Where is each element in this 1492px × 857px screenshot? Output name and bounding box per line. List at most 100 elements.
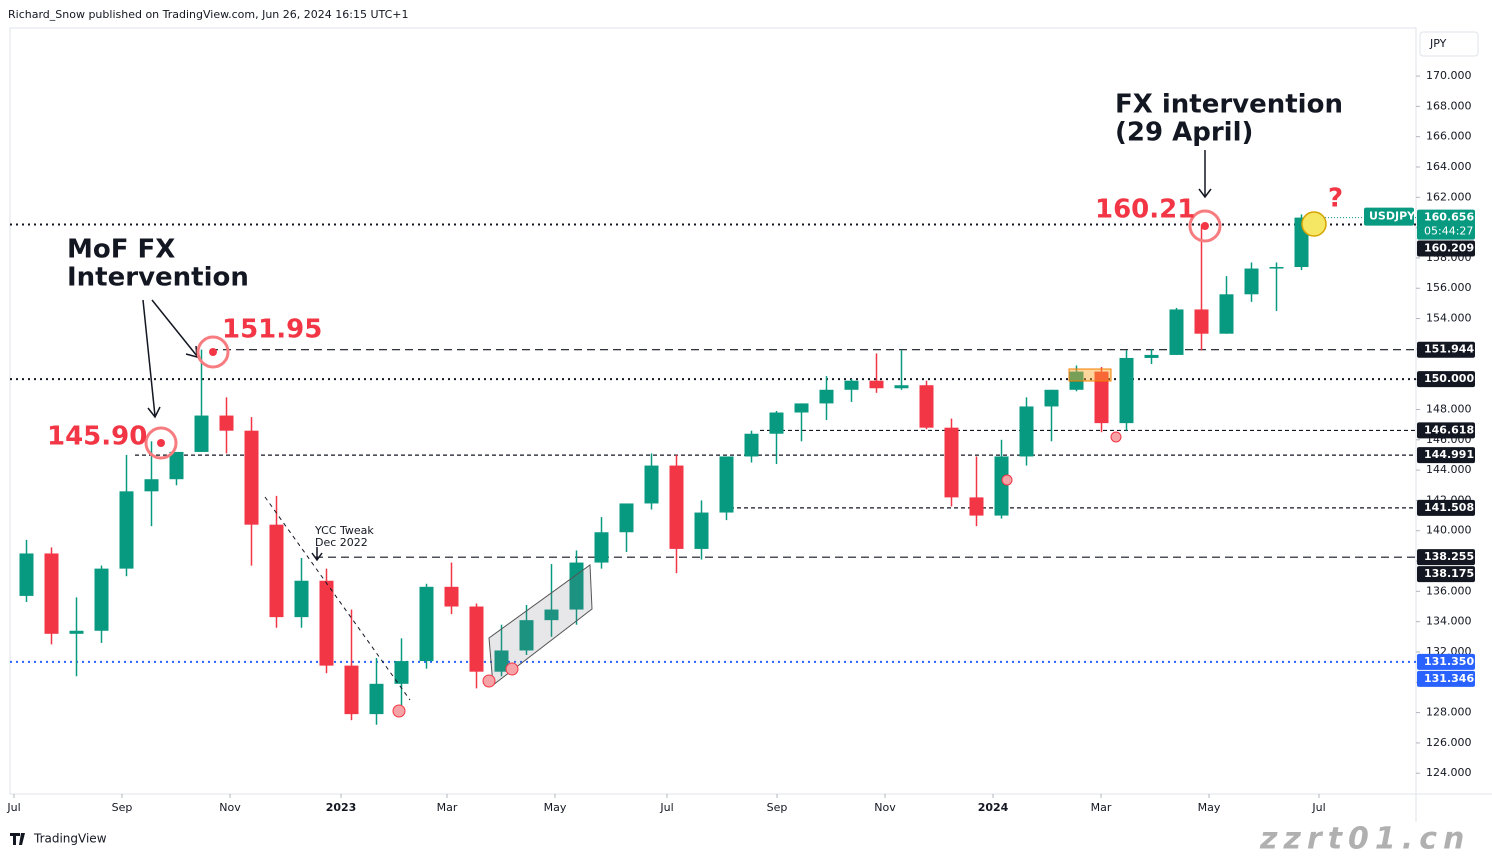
price-badge bbox=[1417, 209, 1475, 240]
arrow-head bbox=[185, 345, 198, 359]
range-box bbox=[1068, 368, 1112, 382]
candle-body bbox=[1194, 309, 1209, 334]
trend-line bbox=[264, 496, 411, 701]
x-tick-label: Jul bbox=[6, 801, 20, 814]
arrow-head bbox=[1198, 188, 1212, 199]
footer-brand: TradingView bbox=[33, 832, 107, 846]
y-tick-label: 140.000 bbox=[1426, 524, 1472, 537]
candle-body bbox=[269, 524, 284, 618]
candle-body bbox=[244, 430, 259, 525]
candle-body bbox=[94, 568, 109, 631]
candle-body bbox=[44, 553, 59, 634]
annotation: MoF FX bbox=[67, 235, 175, 265]
arrow-head bbox=[311, 552, 323, 562]
watermark: zzrt01.cn bbox=[1259, 822, 1470, 857]
candle-body bbox=[719, 456, 734, 513]
candle-body bbox=[69, 630, 84, 634]
header: Richard_Snow published on TradingView.co… bbox=[8, 8, 408, 21]
price-badge bbox=[1417, 371, 1475, 388]
x-tick-label: 2024 bbox=[978, 801, 1009, 814]
x-tick-label: Nov bbox=[874, 801, 896, 814]
candle-body bbox=[844, 380, 859, 390]
annotations bbox=[142, 150, 1327, 718]
candle-body bbox=[144, 479, 159, 492]
candle-body bbox=[469, 606, 484, 672]
arrow bbox=[142, 299, 156, 417]
candle-body bbox=[669, 465, 684, 549]
candle-body bbox=[1244, 268, 1259, 295]
y-tick-label: 156.000 bbox=[1426, 281, 1472, 294]
annotation: 160.21 bbox=[1095, 195, 1195, 225]
candle-body bbox=[819, 389, 834, 404]
highlight-yellow bbox=[1301, 211, 1327, 237]
price-badge bbox=[1417, 341, 1475, 358]
annotation: YCC Tweak bbox=[314, 524, 374, 537]
arrow bbox=[151, 299, 198, 357]
price-badge-label: 131.346 bbox=[1424, 672, 1474, 685]
candle-body bbox=[1119, 357, 1134, 424]
candle-body bbox=[169, 451, 184, 480]
candle-body bbox=[19, 553, 34, 596]
symbol-badge bbox=[1364, 207, 1414, 226]
y-tick-label: 128.000 bbox=[1426, 706, 1472, 719]
candle-body bbox=[544, 609, 559, 621]
candle-body bbox=[919, 385, 934, 428]
y-tick-label: 164.000 bbox=[1426, 160, 1472, 173]
price-badge bbox=[1417, 499, 1475, 516]
price-badge-label: 146.618 bbox=[1424, 423, 1474, 436]
annotation: (29 April) bbox=[1115, 118, 1253, 148]
low-marker bbox=[505, 662, 519, 676]
x-tick-label: Jul bbox=[1311, 801, 1325, 814]
price-badge bbox=[1417, 549, 1475, 566]
candle-body bbox=[1044, 389, 1059, 407]
annotation: Intervention bbox=[67, 263, 249, 293]
y-tick-label: 166.000 bbox=[1426, 130, 1472, 143]
price-badge-label: 144.991 bbox=[1424, 448, 1474, 461]
y-tick-label: 170.000 bbox=[1426, 69, 1472, 82]
price-badge-label: 151.944 bbox=[1424, 343, 1474, 356]
arrow-head bbox=[147, 406, 161, 419]
x-tick-label: Sep bbox=[112, 801, 133, 814]
candle-body bbox=[694, 512, 709, 549]
y-tick-label: 154.000 bbox=[1426, 312, 1472, 325]
candle-body bbox=[594, 532, 609, 563]
currency-label: JPY bbox=[1429, 37, 1447, 50]
candle-body bbox=[1269, 267, 1284, 269]
candle-body bbox=[644, 465, 659, 504]
candle-body bbox=[369, 683, 384, 715]
annotation: Dec 2022 bbox=[315, 536, 368, 549]
marks bbox=[10, 75, 1420, 798]
candle-body bbox=[219, 415, 234, 431]
y-tick-label: 162.000 bbox=[1426, 190, 1472, 203]
candle-body bbox=[194, 415, 209, 452]
candle-body bbox=[744, 433, 759, 457]
logo bbox=[10, 833, 25, 845]
candle-body bbox=[119, 491, 134, 569]
price-badge bbox=[1417, 240, 1475, 257]
candle-body bbox=[344, 665, 359, 715]
footer bbox=[0, 822, 1492, 857]
candle-body bbox=[519, 620, 534, 651]
candle-body bbox=[1144, 354, 1159, 358]
price-badge bbox=[1417, 653, 1475, 670]
x-tick-label: Nov bbox=[219, 801, 241, 814]
low-marker bbox=[482, 674, 496, 688]
highlight-ring bbox=[196, 335, 230, 369]
candle-body bbox=[569, 562, 584, 610]
low-marker bbox=[1110, 431, 1122, 443]
annotation: 145.90 bbox=[47, 422, 147, 452]
x-tick-label: May bbox=[1198, 801, 1221, 814]
annotation: ? bbox=[1328, 184, 1343, 214]
annotation: 151.95 bbox=[222, 315, 322, 345]
candle-body bbox=[494, 650, 509, 672]
currency-button[interactable] bbox=[1419, 31, 1479, 57]
low-marker bbox=[1001, 474, 1013, 486]
candle-body bbox=[1219, 294, 1234, 334]
y-tick-label: 134.000 bbox=[1426, 615, 1472, 628]
candle-body bbox=[394, 661, 409, 684]
candle-body bbox=[1169, 309, 1184, 355]
y-tick-label: 168.000 bbox=[1426, 99, 1472, 112]
price-badge-label: 131.350 bbox=[1424, 655, 1474, 668]
price-badge-label: 138.255 bbox=[1424, 550, 1474, 563]
